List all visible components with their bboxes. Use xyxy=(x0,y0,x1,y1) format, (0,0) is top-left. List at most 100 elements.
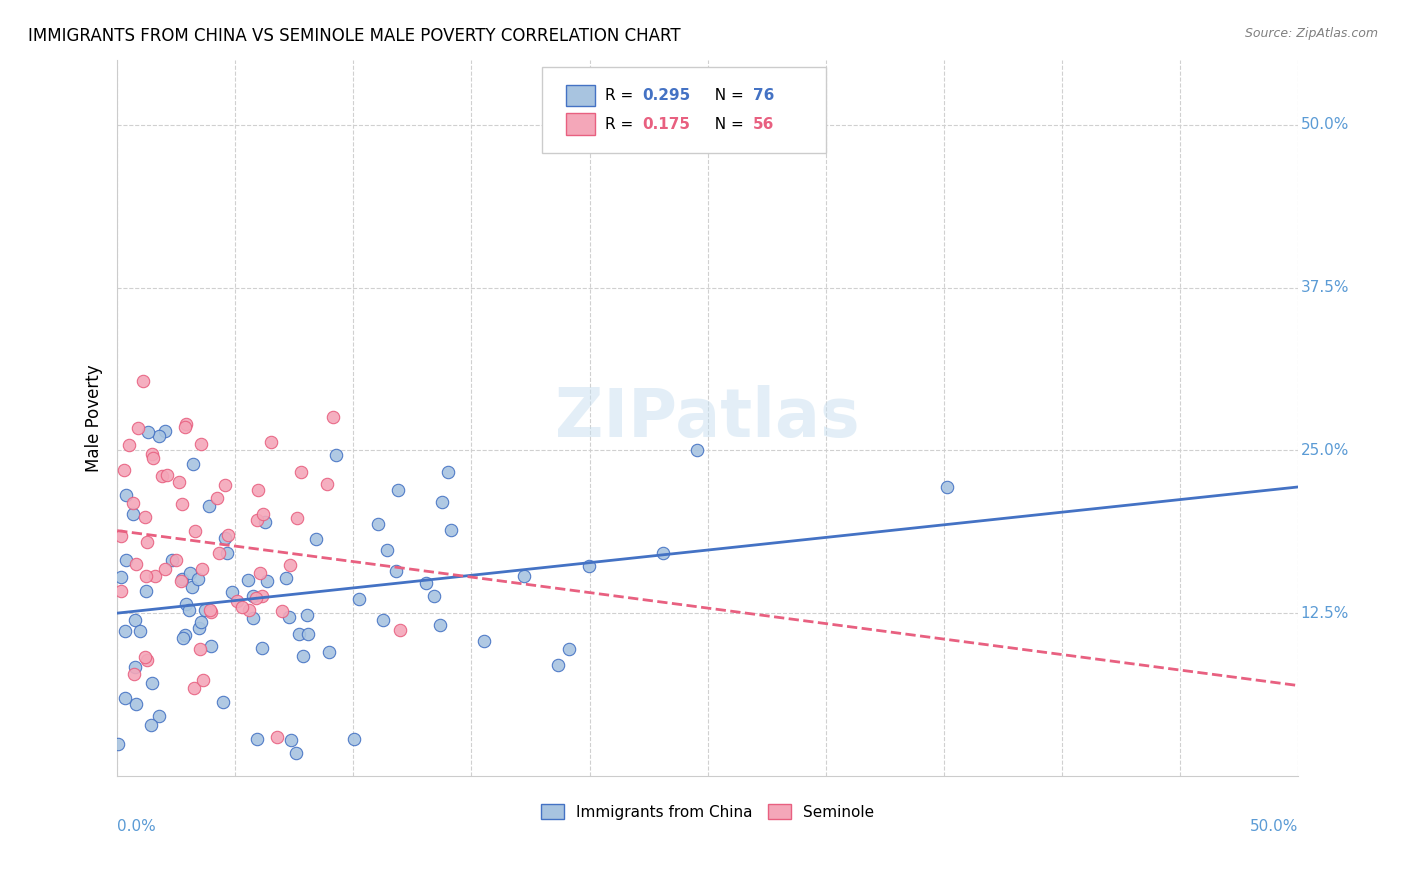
Point xyxy=(194,603,217,617)
Point xyxy=(343,732,366,747)
Y-axis label: Male Poverty: Male Poverty xyxy=(86,364,103,472)
FancyBboxPatch shape xyxy=(543,67,825,153)
Point xyxy=(318,645,340,659)
Point xyxy=(205,491,228,505)
Point xyxy=(141,676,163,690)
Point xyxy=(266,730,288,744)
Legend: Immigrants from China, Seminole: Immigrants from China, Seminole xyxy=(534,797,880,826)
Point xyxy=(439,523,461,537)
Point xyxy=(347,592,370,607)
Point xyxy=(165,553,187,567)
Point xyxy=(387,483,409,497)
Point xyxy=(155,424,177,438)
Point xyxy=(936,480,959,494)
Point xyxy=(150,468,173,483)
Point xyxy=(274,571,297,585)
Text: 50.0%: 50.0% xyxy=(1250,819,1298,834)
Point xyxy=(142,451,165,466)
Text: 25.0%: 25.0% xyxy=(1301,443,1348,458)
Point xyxy=(197,499,219,513)
Point xyxy=(179,566,201,580)
Point xyxy=(124,660,146,674)
Point xyxy=(200,603,222,617)
Text: IMMIGRANTS FROM CHINA VS SEMINOLE MALE POVERTY CORRELATION CHART: IMMIGRANTS FROM CHINA VS SEMINOLE MALE P… xyxy=(28,27,681,45)
Text: 12.5%: 12.5% xyxy=(1301,606,1348,621)
Point xyxy=(242,611,264,625)
Text: 0.295: 0.295 xyxy=(643,88,690,103)
Point xyxy=(167,475,190,489)
Point xyxy=(558,642,581,657)
Point xyxy=(371,613,394,627)
Point xyxy=(135,584,157,599)
Text: 0.175: 0.175 xyxy=(643,117,690,132)
Point xyxy=(385,564,408,578)
Point xyxy=(432,495,454,509)
Point xyxy=(285,510,308,524)
Point xyxy=(186,572,208,586)
Point xyxy=(188,621,211,635)
Point xyxy=(474,634,496,648)
Text: R =: R = xyxy=(605,117,638,132)
Point xyxy=(513,568,536,582)
Text: ZIPatlas: ZIPatlas xyxy=(555,384,860,450)
Point xyxy=(141,717,163,731)
Point xyxy=(388,624,411,638)
Point xyxy=(122,496,145,510)
Point xyxy=(184,524,207,538)
Point xyxy=(125,697,148,711)
Point xyxy=(305,533,328,547)
Point xyxy=(135,569,157,583)
Point xyxy=(325,448,347,462)
Text: N =: N = xyxy=(706,88,749,103)
Point xyxy=(110,570,132,584)
Point xyxy=(271,604,294,618)
Point xyxy=(212,695,235,709)
Point xyxy=(217,527,239,541)
Point xyxy=(114,691,136,706)
Text: Source: ZipAtlas.com: Source: ZipAtlas.com xyxy=(1244,27,1378,40)
Point xyxy=(217,546,239,560)
Point xyxy=(125,557,148,571)
Text: R =: R = xyxy=(605,88,638,103)
Point xyxy=(278,558,301,572)
Point xyxy=(190,437,212,451)
Point xyxy=(136,653,159,667)
Point xyxy=(256,574,278,588)
Point xyxy=(134,509,156,524)
Point xyxy=(114,487,136,501)
Point xyxy=(181,457,204,471)
Point xyxy=(129,624,152,638)
Point xyxy=(288,627,311,641)
Point xyxy=(177,603,200,617)
Point xyxy=(134,650,156,665)
Point xyxy=(156,468,179,483)
Point xyxy=(135,534,157,549)
Point xyxy=(285,746,308,760)
Point xyxy=(221,584,243,599)
Point xyxy=(214,532,236,546)
Point xyxy=(250,589,273,603)
Point xyxy=(231,600,253,615)
Point xyxy=(200,605,222,619)
Point xyxy=(136,425,159,439)
Point xyxy=(290,465,312,479)
Point xyxy=(375,542,398,557)
Point xyxy=(191,562,214,576)
Point xyxy=(141,447,163,461)
Point xyxy=(297,626,319,640)
Point xyxy=(246,513,269,527)
Point xyxy=(547,657,569,672)
Point xyxy=(245,591,267,606)
Text: N =: N = xyxy=(706,117,749,132)
Point xyxy=(278,609,301,624)
Point xyxy=(685,443,707,458)
Point xyxy=(200,639,222,653)
Point xyxy=(173,631,195,645)
Point xyxy=(193,673,215,687)
Point xyxy=(180,580,202,594)
Point xyxy=(170,574,193,588)
Point xyxy=(143,568,166,582)
Point xyxy=(127,421,149,435)
Point xyxy=(252,507,274,521)
Point xyxy=(121,507,143,521)
